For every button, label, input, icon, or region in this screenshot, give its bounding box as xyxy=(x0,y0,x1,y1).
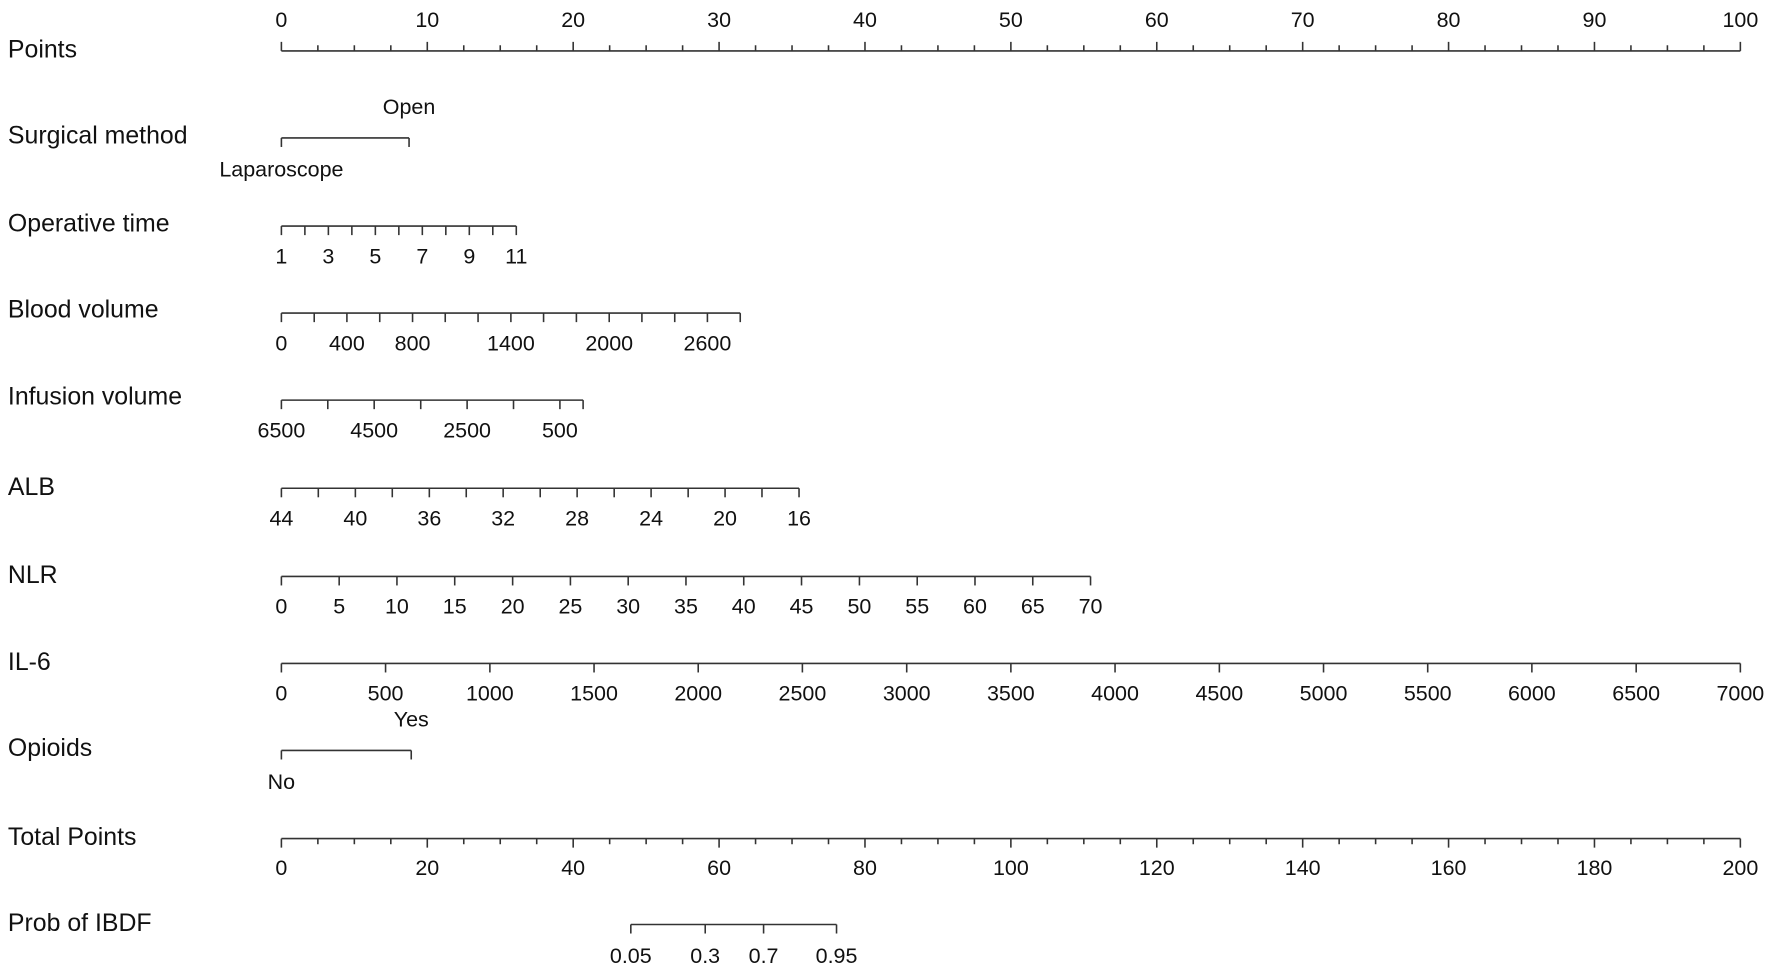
tick-label: 3 xyxy=(322,244,334,268)
tick-label: 55 xyxy=(905,595,929,619)
tick-label: 45 xyxy=(790,595,814,619)
tick-label: 6500 xyxy=(258,418,306,442)
tick-label: 35 xyxy=(674,595,698,619)
row-name: Surgical method xyxy=(8,121,188,149)
tick-label: 80 xyxy=(1437,8,1461,32)
row-name: Points xyxy=(8,35,77,63)
tick-label: 5500 xyxy=(1404,682,1452,706)
tick-label: 2000 xyxy=(585,331,633,355)
tick-label: 0 xyxy=(275,331,287,355)
tick-label: 0.95 xyxy=(816,944,858,968)
tick-label: 0.3 xyxy=(690,944,720,968)
tick-label: 800 xyxy=(395,331,431,355)
tick-label: 40 xyxy=(561,856,585,880)
category-label: Open xyxy=(383,95,436,119)
tick-label: 20 xyxy=(561,8,585,32)
tick-label: 5 xyxy=(333,595,345,619)
tick-label: 20 xyxy=(501,595,525,619)
tick-label: 30 xyxy=(616,595,640,619)
tick-label: 2500 xyxy=(779,682,827,706)
tick-label: 44 xyxy=(269,507,293,531)
tick-label: 140 xyxy=(1285,856,1321,880)
tick-label: 90 xyxy=(1583,8,1607,32)
tick-label: 20 xyxy=(415,856,439,880)
tick-label: 25 xyxy=(558,595,582,619)
tick-label: 0 xyxy=(275,682,287,706)
tick-label: 3000 xyxy=(883,682,931,706)
tick-label: 11 xyxy=(505,244,527,268)
tick-label: 24 xyxy=(639,507,663,531)
tick-label: 16 xyxy=(787,507,811,531)
tick-label: 50 xyxy=(999,8,1023,32)
tick-label: 60 xyxy=(963,595,987,619)
tick-label: 100 xyxy=(993,856,1029,880)
tick-label: 4500 xyxy=(1195,682,1243,706)
tick-label: 30 xyxy=(707,8,731,32)
tick-label: 70 xyxy=(1079,595,1103,619)
tick-label: 7000 xyxy=(1716,682,1764,706)
tick-label: 160 xyxy=(1431,856,1467,880)
row-name: Opioids xyxy=(8,734,92,762)
row-name: Total Points xyxy=(8,823,137,851)
tick-label: 6000 xyxy=(1508,682,1556,706)
tick-label: 4000 xyxy=(1091,682,1139,706)
tick-label: 40 xyxy=(853,8,877,32)
tick-label: 20 xyxy=(713,507,737,531)
tick-label: 2600 xyxy=(684,331,732,355)
tick-label: 10 xyxy=(385,595,409,619)
row-name: IL-6 xyxy=(8,648,51,676)
tick-label: 60 xyxy=(1145,8,1169,32)
row-name: Blood volume xyxy=(8,295,159,323)
category-label: Laparoscope xyxy=(219,157,343,181)
tick-label: 9 xyxy=(463,244,475,268)
tick-label: 10 xyxy=(415,8,439,32)
tick-label: 2500 xyxy=(443,418,491,442)
tick-label: 40 xyxy=(343,507,367,531)
tick-label: 4500 xyxy=(350,418,398,442)
row-name: Prob of IBDF xyxy=(8,909,152,937)
tick-label: 400 xyxy=(329,331,365,355)
tick-label: 500 xyxy=(542,418,578,442)
tick-label: 36 xyxy=(417,507,441,531)
category-label: No xyxy=(268,770,296,794)
tick-label: 1500 xyxy=(570,682,618,706)
row-name: NLR xyxy=(8,561,58,589)
tick-label: 1000 xyxy=(466,682,514,706)
tick-label: 1 xyxy=(275,244,287,268)
tick-label: 1400 xyxy=(487,331,535,355)
tick-label: 15 xyxy=(443,595,467,619)
tick-label: 100 xyxy=(1722,8,1758,32)
tick-label: 0 xyxy=(275,8,287,32)
tick-label: 0 xyxy=(275,595,287,619)
tick-label: 0.7 xyxy=(749,944,779,968)
tick-label: 60 xyxy=(707,856,731,880)
row-name: Operative time xyxy=(8,210,170,238)
tick-label: 80 xyxy=(853,856,877,880)
tick-label: 0 xyxy=(275,856,287,880)
tick-label: 5 xyxy=(369,244,381,268)
tick-label: 500 xyxy=(368,682,404,706)
tick-label: 40 xyxy=(732,595,756,619)
tick-label: 0.05 xyxy=(610,944,652,968)
tick-label: 3500 xyxy=(987,682,1035,706)
tick-label: 7 xyxy=(416,244,428,268)
tick-label: 65 xyxy=(1021,595,1045,619)
category-label: Yes xyxy=(394,708,429,732)
tick-label: 120 xyxy=(1139,856,1175,880)
tick-label: 6500 xyxy=(1612,682,1660,706)
tick-label: 180 xyxy=(1577,856,1613,880)
tick-label: 50 xyxy=(847,595,871,619)
tick-label: 32 xyxy=(491,507,515,531)
tick-label: 28 xyxy=(565,507,589,531)
tick-label: 5000 xyxy=(1300,682,1348,706)
tick-label: 70 xyxy=(1291,8,1315,32)
row-name: ALB xyxy=(8,473,55,501)
tick-label: 200 xyxy=(1722,856,1758,880)
row-name: Infusion volume xyxy=(8,382,182,410)
tick-label: 2000 xyxy=(674,682,722,706)
